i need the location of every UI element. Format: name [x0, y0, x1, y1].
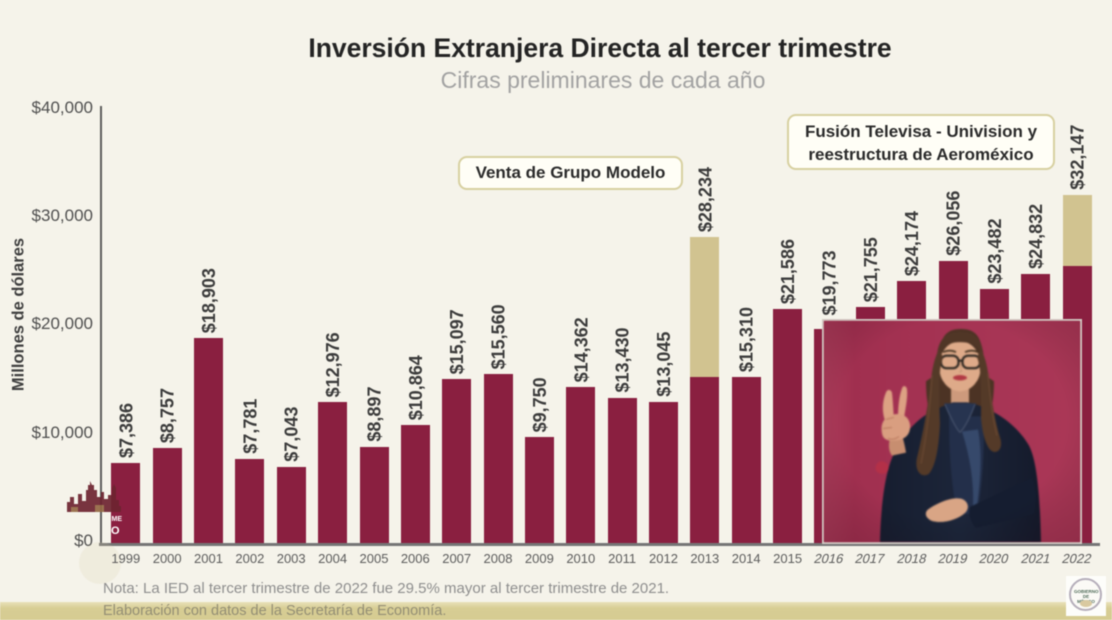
svg-text:$19,773: $19,773 — [819, 250, 839, 315]
svg-text:$7,781: $7,781 — [240, 399, 260, 454]
svg-text:$28,234: $28,234 — [695, 167, 715, 232]
svg-text:$7,043: $7,043 — [282, 407, 302, 462]
svg-text:$13,430: $13,430 — [613, 327, 633, 392]
svg-text:$8,757: $8,757 — [158, 388, 178, 443]
svg-text:$13,045: $13,045 — [654, 332, 674, 397]
svg-text:$24,832: $24,832 — [1026, 204, 1046, 269]
svg-text:$8,897: $8,897 — [365, 387, 385, 442]
svg-text:$15,310: $15,310 — [737, 307, 757, 372]
svg-text:$26,056: $26,056 — [944, 191, 964, 256]
svg-text:$21,755: $21,755 — [861, 237, 881, 302]
svg-text:$24,174: $24,174 — [902, 211, 922, 276]
svg-text:$23,482: $23,482 — [985, 219, 1005, 284]
svg-text:$18,903: $18,903 — [199, 268, 219, 333]
svg-text:O: O — [111, 525, 120, 537]
svg-text:$32,147: $32,147 — [1068, 125, 1088, 190]
svg-text:$9,750: $9,750 — [530, 377, 550, 432]
svg-text:$15,097: $15,097 — [447, 309, 467, 374]
svg-text:$7,386: $7,386 — [116, 403, 136, 458]
svg-text:ME: ME — [112, 516, 123, 523]
svg-text:$15,560: $15,560 — [489, 304, 509, 369]
svg-text:$21,586: $21,586 — [778, 239, 798, 304]
svg-text:$14,362: $14,362 — [571, 317, 591, 382]
svg-text:$10,864: $10,864 — [406, 355, 426, 420]
svg-text:$12,976: $12,976 — [323, 332, 343, 397]
